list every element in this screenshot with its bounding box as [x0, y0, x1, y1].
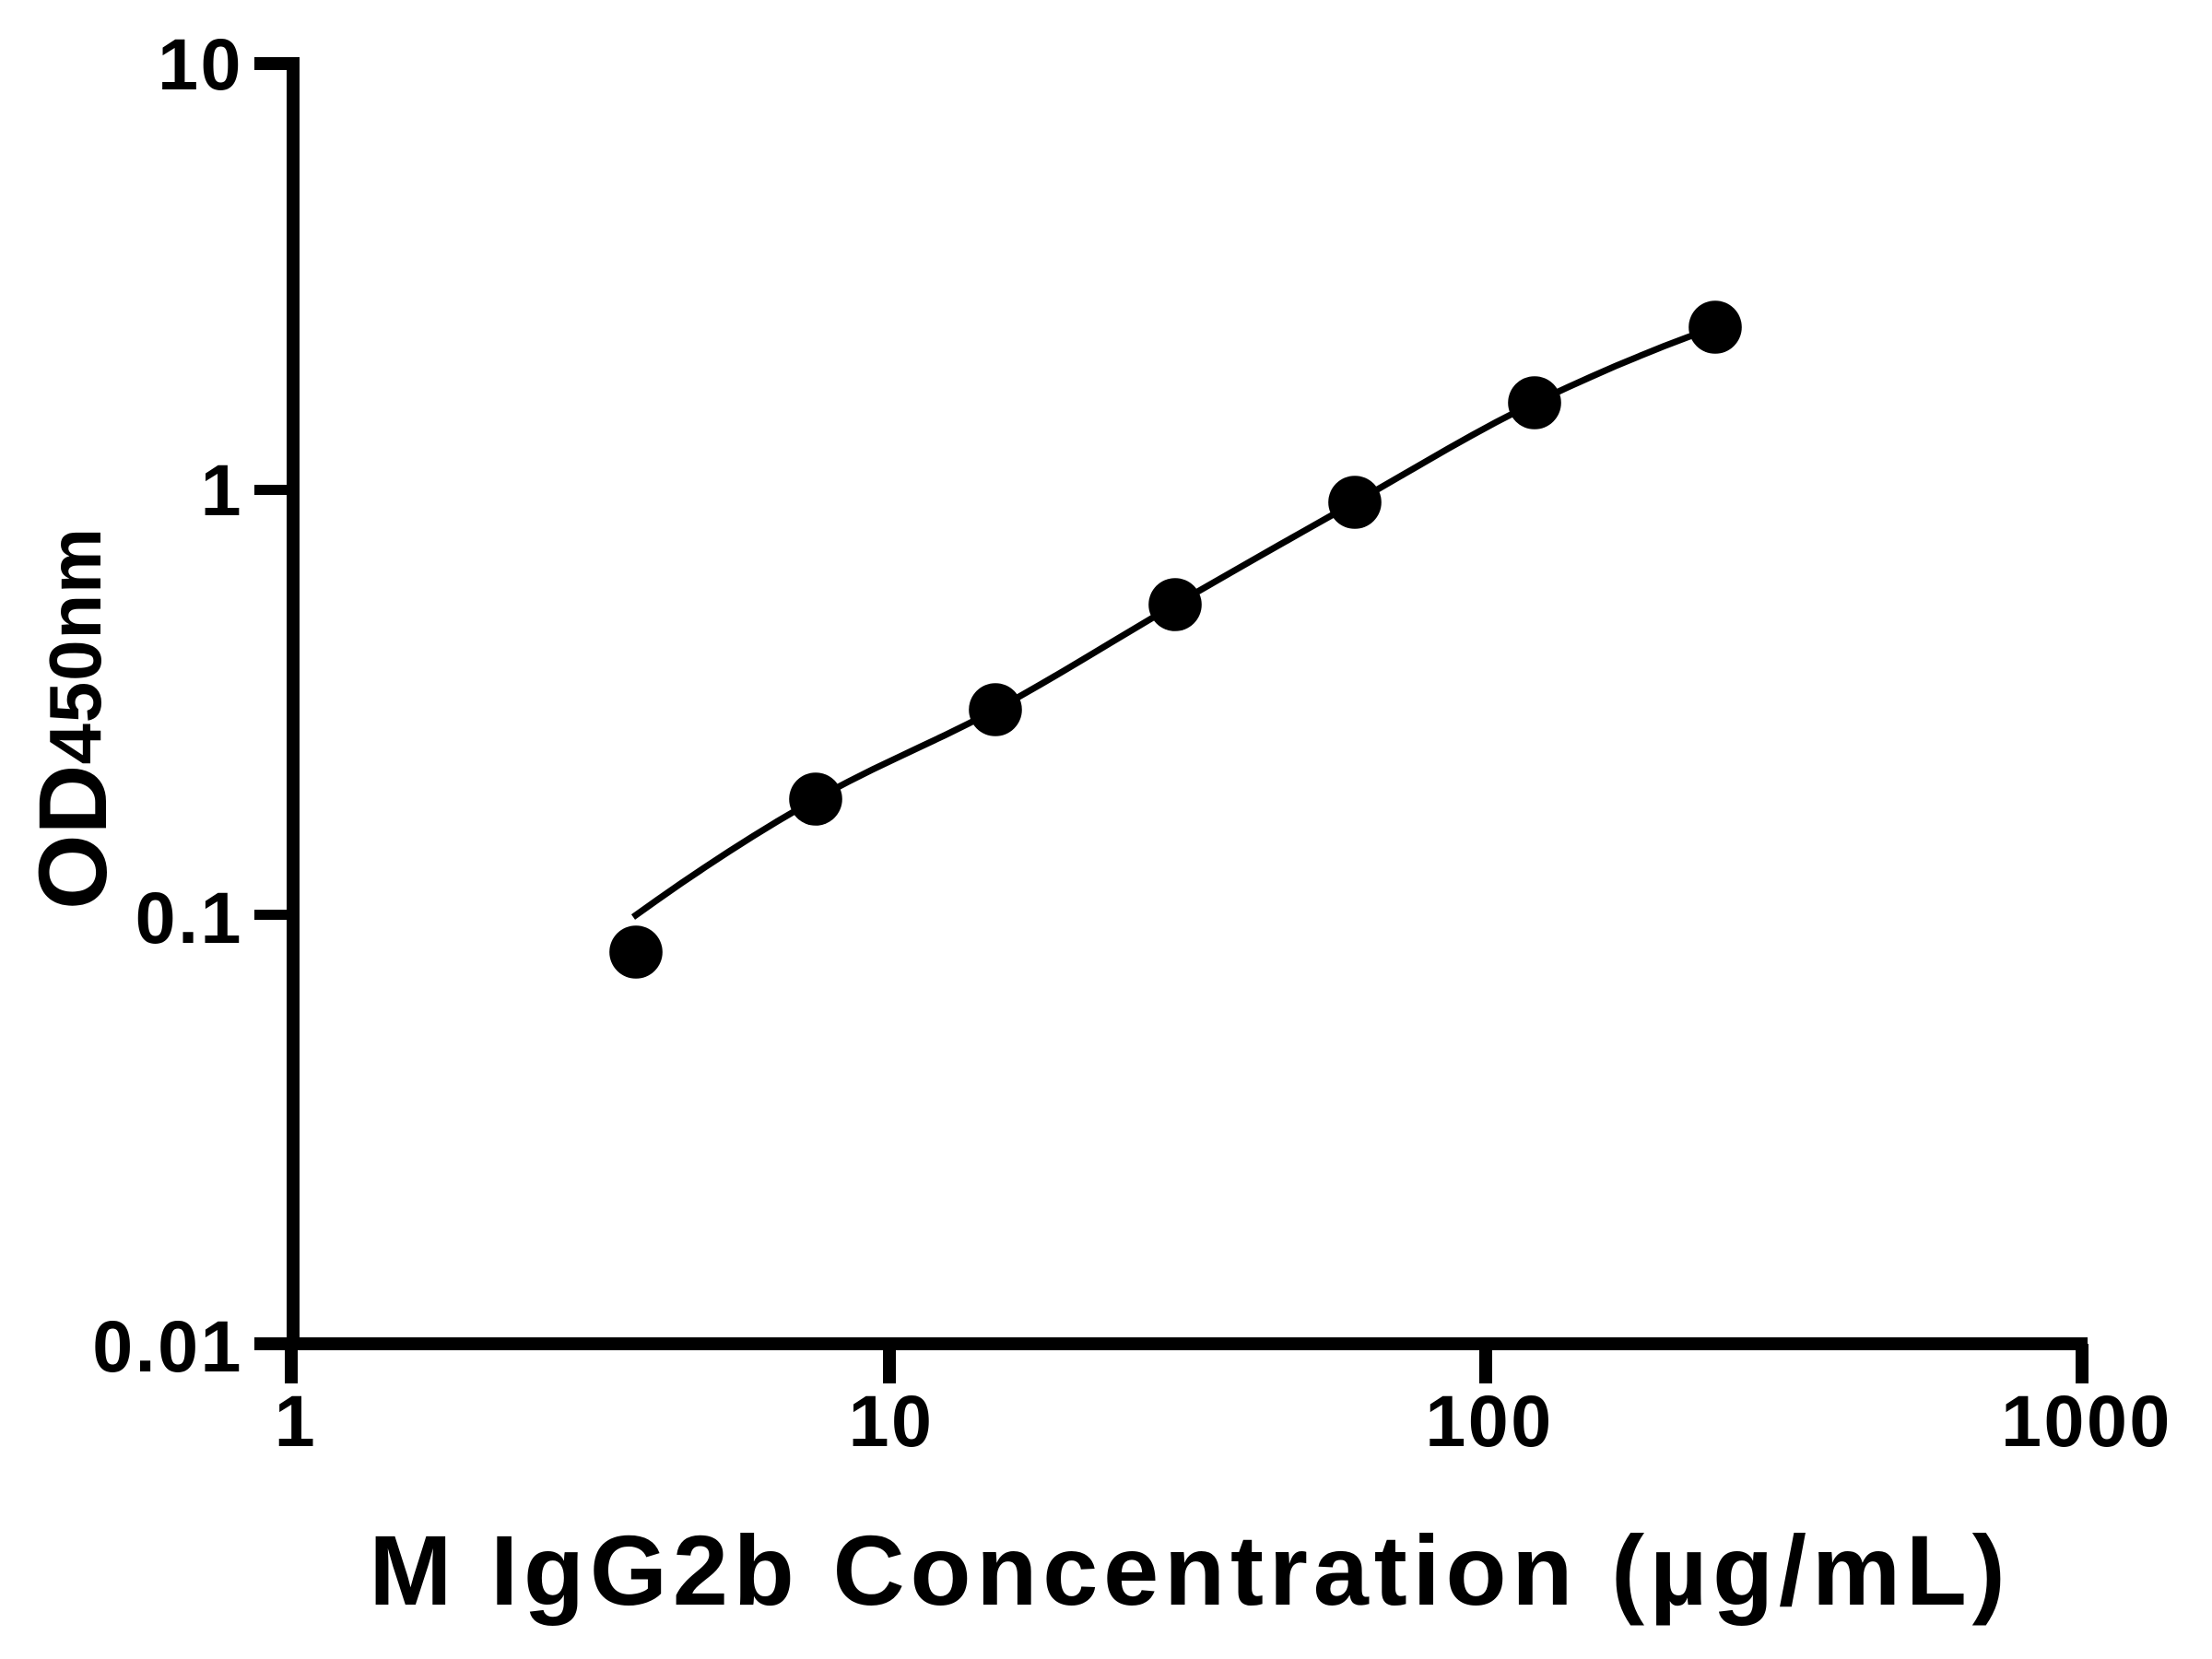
svg-text:10: 10	[158, 23, 243, 105]
svg-text:10: 10	[849, 1380, 935, 1462]
svg-text:OD450nm: OD450nm	[19, 527, 127, 910]
svg-text:1: 1	[275, 1380, 317, 1462]
svg-text:0.1: 0.1	[135, 877, 243, 959]
svg-text:1000: 1000	[2001, 1380, 2172, 1462]
svg-text:100: 100	[1425, 1380, 1553, 1462]
svg-text:M IgG2b Concentration (µg/mL): M IgG2b Concentration (µg/mL)	[369, 1514, 2010, 1626]
svg-text:0.01: 0.01	[92, 1305, 243, 1387]
svg-text:1: 1	[201, 449, 243, 531]
